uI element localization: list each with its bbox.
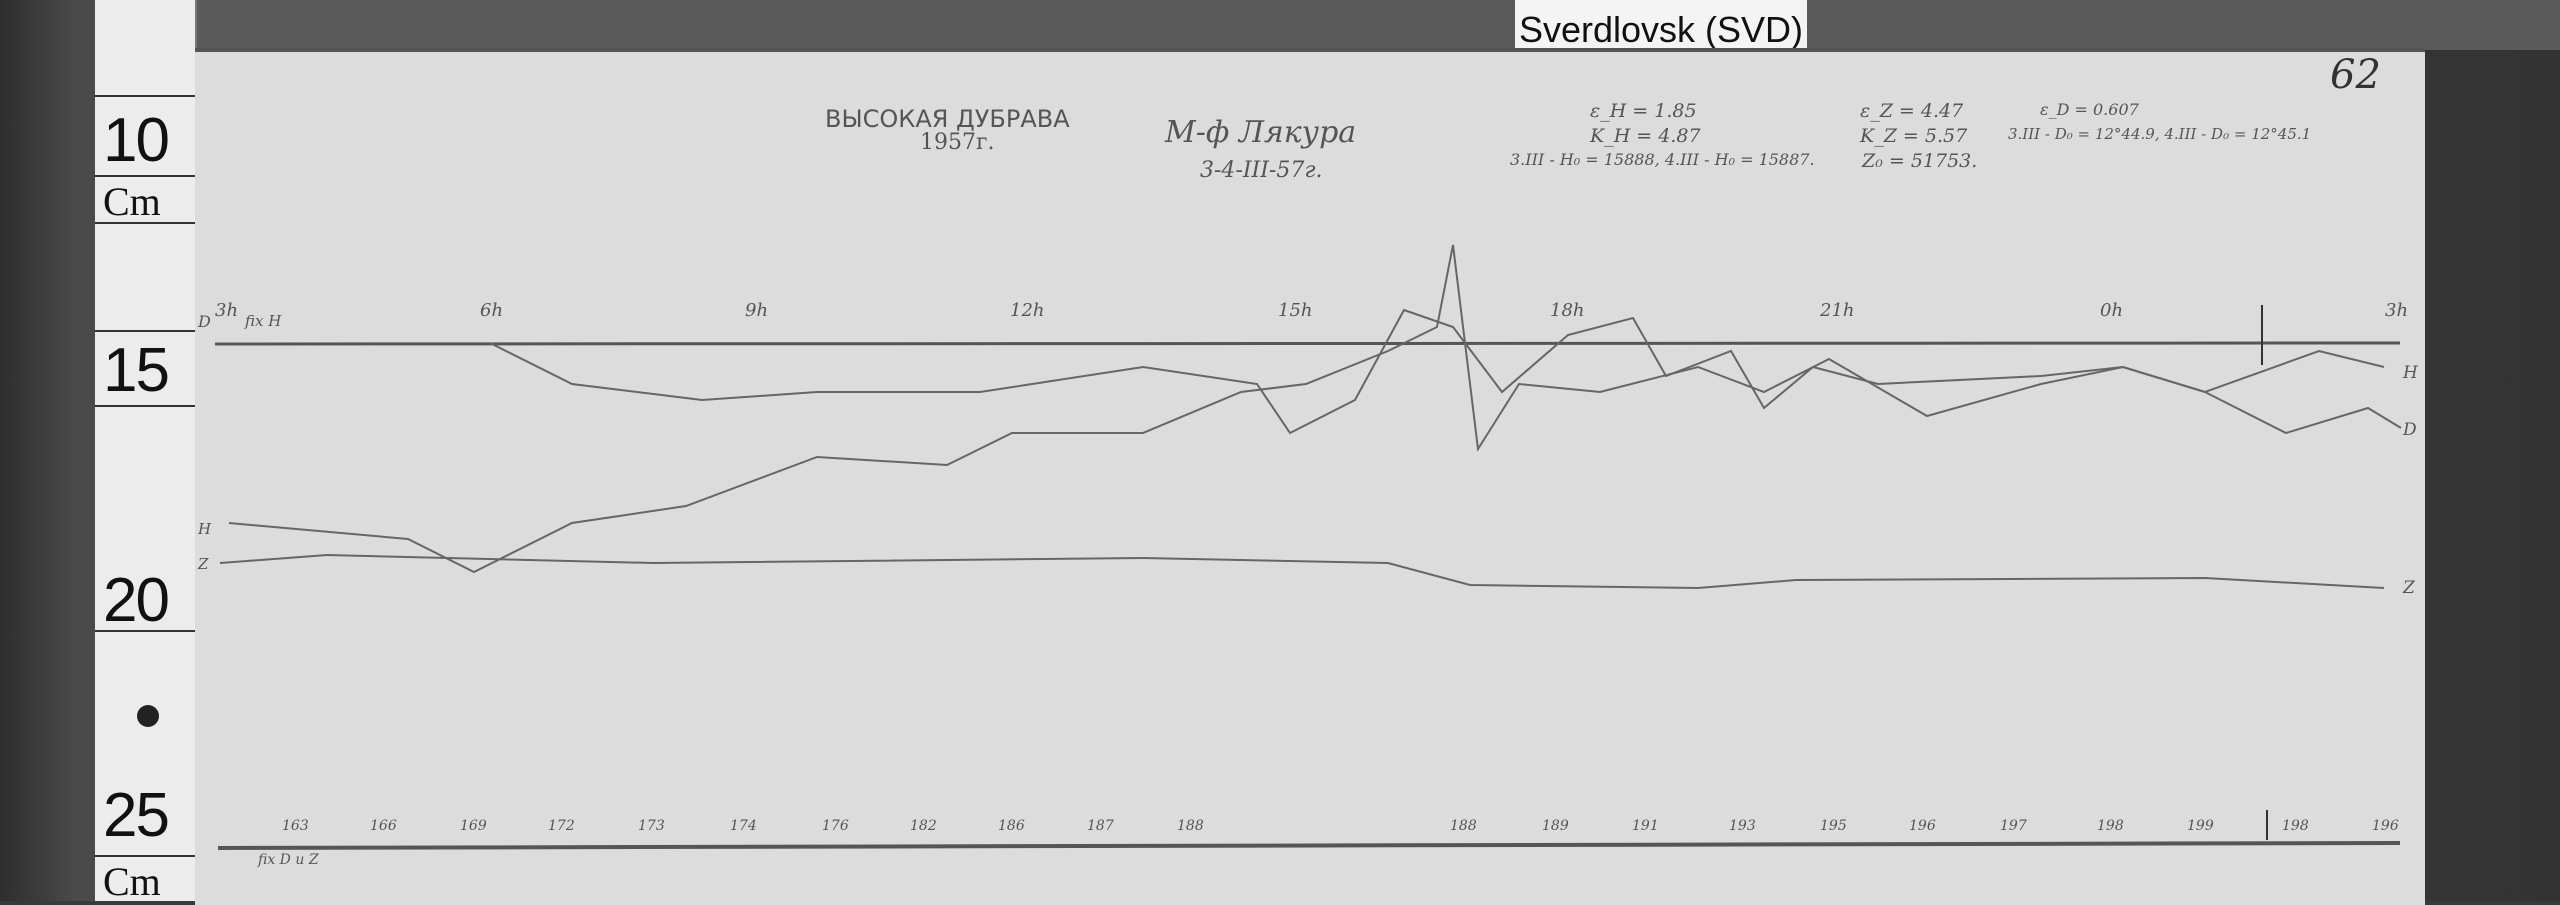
trace-z (219, 553, 2385, 590)
ruler-label: Cm (103, 179, 161, 224)
temperature-reading: 198 (2282, 818, 2309, 834)
baseline-bottom (217, 841, 2401, 850)
temperature-reading: 187 (1087, 818, 1114, 834)
temperature-reading: 199 (2187, 818, 2214, 834)
temperature-reading: 191 (1632, 818, 1659, 834)
scale-z-k: K_Z = 5.57 (1860, 125, 1968, 147)
temperature-reading: 173 (638, 818, 665, 834)
hour-mark: 9h (745, 300, 769, 321)
hour-mark: 21h (1820, 300, 1855, 321)
temperature-reading: 174 (730, 818, 757, 834)
station-name: ВЫСОКАЯ ДУБРАВА (825, 105, 1070, 133)
ruler-tick (95, 405, 195, 407)
temperature-reading: 198 (2097, 818, 2124, 834)
trace-label-d-left: D (198, 312, 211, 331)
ruler-tick (95, 330, 195, 332)
temperature-reading: 197 (2000, 818, 2027, 834)
trace-label-h-right: H (2403, 363, 2418, 383)
ruler-tick (95, 630, 195, 632)
instrument-name: М-ф Лякура (1165, 115, 1357, 150)
ruler-label: 20 (103, 566, 170, 635)
temperature-reading: 166 (370, 818, 397, 834)
scale-h-k: K_H = 4.87 (1590, 125, 1701, 147)
trace-d (228, 244, 2402, 574)
hour-mark: 6h (480, 300, 504, 321)
year: 1957г. (920, 130, 995, 155)
ruler: 10 Cm 15 20 25 Cm (95, 0, 197, 904)
temperature-reading: 182 (910, 818, 937, 834)
temperature-reading: 193 (1729, 818, 1756, 834)
temperature-reading: 195 (1820, 818, 1847, 834)
hour-mark: 15h (1278, 300, 1313, 321)
temperature-reading: 188 (1450, 818, 1477, 834)
hour-mark: 18h (1550, 300, 1585, 321)
fix-h-note: fix H (245, 312, 282, 330)
ruler-tick (95, 222, 195, 224)
temperature-reading: 172 (548, 818, 575, 834)
scale-h-epsilon: ε_H = 1.85 (1590, 100, 1697, 122)
station-tag: Sverdlovsk (SVD) (1515, 0, 1807, 54)
ruler-label: Cm (103, 859, 161, 904)
temperature-reading: 163 (282, 818, 309, 834)
magnetogram-sheet (195, 48, 2425, 905)
temperature-reading: 186 (998, 818, 1025, 834)
baseline-top (214, 341, 2401, 346)
scale-h-base: 3.III - H₀ = 15888, 4.III - H₀ = 15887. (1510, 150, 1815, 169)
trace-label-h-left: H (198, 520, 212, 538)
trace-label-z-right: Z (2403, 578, 2415, 598)
temperature-reading: 196 (1909, 818, 1936, 834)
fix-dz-note: fix D и Z (258, 852, 319, 868)
scale-z-base: Z₀ = 51753. (1862, 150, 1978, 172)
ruler-label: 15 (103, 336, 170, 405)
sheet-number: 62 (2330, 52, 2381, 98)
temperature-reading: 169 (460, 818, 487, 834)
ruler-hole (137, 705, 159, 727)
record-dates: 3-4-III-57г. (1200, 158, 1323, 183)
hour-mark: 12h (1010, 300, 1045, 321)
ruler-label: 25 (103, 781, 170, 850)
scale-z-epsilon: ε_Z = 4.47 (1860, 100, 1964, 122)
trace-label-d-right: D (2403, 420, 2417, 440)
hour-mark: 0h (2100, 300, 2124, 321)
ruler-tick (95, 95, 195, 97)
ruler-label: 10 (103, 106, 170, 175)
board-frame (195, 0, 2560, 50)
temperature-reading: 189 (1542, 818, 1569, 834)
temperature-reading: 196 (2372, 818, 2399, 834)
hour-mark: 3h (2385, 300, 2409, 321)
ruler-tick (95, 175, 195, 177)
hour-mark: 3h (215, 300, 239, 321)
temperature-reading: 188 (1177, 818, 1204, 834)
trace-label-z-left: Z (198, 555, 209, 573)
ruler-tick (95, 855, 195, 857)
temperature-reading: 176 (822, 818, 849, 834)
trace-h (489, 308, 2385, 435)
scale-d-epsilon: ε_D = 0.607 (2040, 100, 2139, 119)
scale-d-base: 3.III - D₀ = 12°44.9, 4.III - D₀ = 12°45… (2008, 125, 2312, 143)
